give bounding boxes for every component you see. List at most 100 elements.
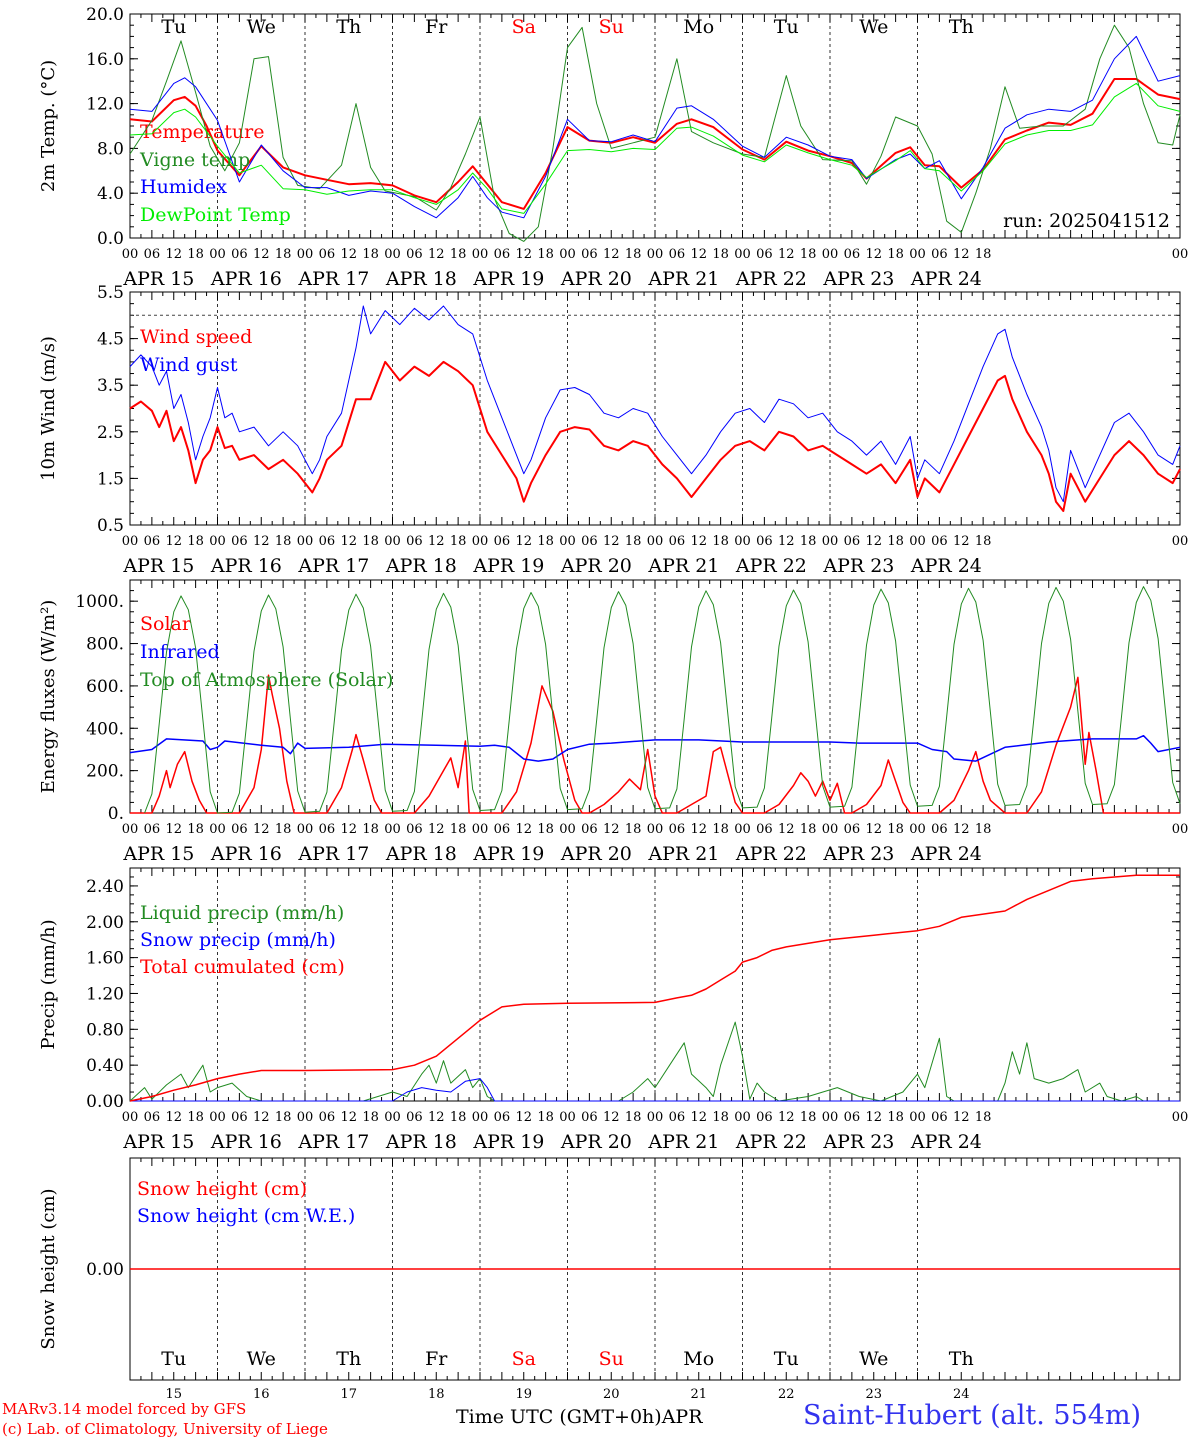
hour-label: 06 bbox=[144, 822, 161, 837]
hour-label: 00 bbox=[122, 822, 139, 837]
hour-label: 18 bbox=[625, 534, 642, 549]
date-label: APR 16 bbox=[210, 555, 282, 577]
day-number: 18 bbox=[428, 1387, 445, 1402]
hour-label: 06 bbox=[844, 247, 861, 262]
y-tick-label: 1.5 bbox=[97, 469, 124, 489]
hour-label: 12 bbox=[865, 1110, 882, 1125]
weekday-label: Fr bbox=[425, 1348, 448, 1370]
weekday-label: We bbox=[859, 1348, 888, 1370]
hour-label: 12 bbox=[865, 534, 882, 549]
weekday-label: Su bbox=[599, 16, 624, 38]
hour-label: 12 bbox=[428, 822, 445, 837]
y-tick-label: 0.00 bbox=[86, 1260, 124, 1280]
date-label: APR 16 bbox=[210, 268, 282, 290]
hour-label: 00 bbox=[122, 1110, 139, 1125]
weekday-label: Tu bbox=[774, 16, 799, 38]
date-label: APR 18 bbox=[385, 1131, 457, 1153]
hour-label: 00 bbox=[559, 822, 576, 837]
y-tick-label: 200. bbox=[86, 762, 124, 782]
date-label: APR 24 bbox=[910, 555, 982, 577]
date-label: APR 16 bbox=[210, 843, 282, 865]
hour-label: 18 bbox=[362, 247, 379, 262]
hour-label: 06 bbox=[319, 534, 336, 549]
hour-label: 06 bbox=[406, 534, 423, 549]
day-number: 17 bbox=[340, 1387, 357, 1402]
hour-label: 00 bbox=[297, 247, 314, 262]
hour-label: 12 bbox=[865, 247, 882, 262]
hour-label: 18 bbox=[800, 822, 817, 837]
date-label: APR 19 bbox=[472, 843, 544, 865]
hour-label: 06 bbox=[669, 534, 686, 549]
hour-label: 18 bbox=[275, 247, 292, 262]
day-number: 19 bbox=[515, 1387, 532, 1402]
hour-label: 06 bbox=[319, 822, 336, 837]
hour-label: 00 bbox=[1172, 247, 1189, 262]
hour-label: 12 bbox=[953, 822, 970, 837]
date-label: APR 20 bbox=[560, 268, 632, 290]
y-axis-label: Snow height (cm) bbox=[38, 1188, 59, 1349]
hour-label: 06 bbox=[581, 822, 598, 837]
hour-label: 18 bbox=[887, 1110, 904, 1125]
y-tick-label: 600. bbox=[86, 677, 124, 697]
day-number: 21 bbox=[690, 1387, 707, 1402]
hour-label: 18 bbox=[537, 1110, 554, 1125]
hour-label: 18 bbox=[275, 822, 292, 837]
legend-entry: Top of Atmosphere (Solar) bbox=[140, 669, 393, 691]
hour-label: 18 bbox=[275, 1110, 292, 1125]
hour-label: 12 bbox=[778, 247, 795, 262]
hour-label: 12 bbox=[603, 247, 620, 262]
hour-label: 18 bbox=[187, 247, 204, 262]
hour-label: 18 bbox=[887, 822, 904, 837]
hour-label: 00 bbox=[822, 1110, 839, 1125]
hour-label: 18 bbox=[975, 247, 992, 262]
hour-label: 12 bbox=[953, 247, 970, 262]
date-label: APR 20 bbox=[560, 1131, 632, 1153]
hour-label: 06 bbox=[231, 247, 248, 262]
hour-label: 00 bbox=[472, 1110, 489, 1125]
hour-label: 18 bbox=[362, 534, 379, 549]
hour-label: 12 bbox=[165, 247, 182, 262]
legend-entry: Infrared bbox=[140, 641, 220, 663]
hour-label: 18 bbox=[362, 1110, 379, 1125]
hour-label: 00 bbox=[209, 822, 226, 837]
date-label: APR 21 bbox=[647, 1131, 719, 1153]
hour-label: 18 bbox=[625, 247, 642, 262]
date-label: APR 22 bbox=[735, 1131, 807, 1153]
hour-label: 18 bbox=[537, 247, 554, 262]
hour-label: 00 bbox=[122, 247, 139, 262]
hour-label: 12 bbox=[253, 534, 270, 549]
day-number: 22 bbox=[778, 1387, 795, 1402]
y-axis-label: Precip (mm/h) bbox=[38, 919, 59, 1049]
hour-label: 00 bbox=[559, 1110, 576, 1125]
weekday-label: Sa bbox=[512, 16, 536, 38]
date-label: APR 15 bbox=[122, 268, 194, 290]
hour-label: 06 bbox=[319, 1110, 336, 1125]
hour-label: 00 bbox=[734, 247, 751, 262]
y-tick-label: 1.60 bbox=[86, 949, 124, 969]
legend-entry: Snow height (cm W.E.) bbox=[137, 1205, 355, 1227]
date-label: APR 23 bbox=[822, 555, 894, 577]
hour-label: 18 bbox=[450, 822, 467, 837]
hour-label: 12 bbox=[778, 822, 795, 837]
hour-label: 18 bbox=[975, 1110, 992, 1125]
weekday-label: Sa bbox=[512, 1348, 536, 1370]
hour-label: 12 bbox=[253, 822, 270, 837]
date-label: APR 22 bbox=[735, 843, 807, 865]
hour-label: 12 bbox=[603, 534, 620, 549]
date-label: APR 20 bbox=[560, 555, 632, 577]
hour-label: 06 bbox=[931, 534, 948, 549]
hour-label: 12 bbox=[165, 534, 182, 549]
hour-label: 00 bbox=[122, 534, 139, 549]
hour-label: 12 bbox=[515, 247, 532, 262]
y-tick-label: 1.20 bbox=[86, 984, 124, 1004]
weekday-label: Th bbox=[949, 1348, 974, 1370]
weekday-label: Mo bbox=[683, 16, 714, 38]
hour-label: 12 bbox=[690, 822, 707, 837]
weekday-label: Su bbox=[599, 1348, 624, 1370]
date-label: APR 22 bbox=[735, 555, 807, 577]
hour-label: 18 bbox=[625, 822, 642, 837]
run-label: run: 2025041512 bbox=[1003, 210, 1170, 232]
hour-label: 06 bbox=[931, 1110, 948, 1125]
day-number: 15 bbox=[165, 1387, 182, 1402]
hour-label: 12 bbox=[428, 1110, 445, 1125]
